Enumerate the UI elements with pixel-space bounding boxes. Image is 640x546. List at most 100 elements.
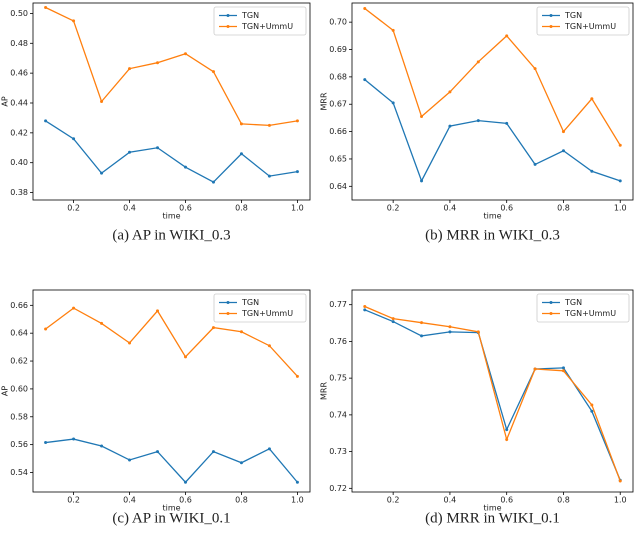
data-point [72, 19, 76, 23]
y-tick-label: 0.64 [10, 329, 28, 338]
y-axis-label: AP [1, 96, 10, 106]
legend-label: TGN+UmmU [241, 309, 293, 318]
y-tick-label: 0.50 [10, 9, 28, 18]
y-tick-label: 0.44 [10, 98, 28, 107]
data-point [183, 52, 187, 56]
data-point [561, 369, 565, 373]
data-point [156, 309, 160, 313]
legend-marker [549, 312, 553, 315]
legend-marker [226, 301, 230, 304]
legend-label: TGN+UmmU [564, 22, 616, 31]
data-point [295, 119, 299, 123]
data-point [590, 97, 594, 101]
y-tick-label: 0.46 [10, 69, 28, 78]
data-point [100, 171, 104, 175]
y-tick-label: 0.48 [10, 39, 28, 48]
data-point [128, 150, 132, 154]
x-tick-label: 0.4 [123, 496, 136, 505]
y-tick-label: 0.54 [10, 468, 28, 477]
x-tick-label: 0.8 [557, 496, 570, 505]
legend-marker [549, 301, 553, 304]
x-tick-label: 1.0 [614, 496, 627, 505]
x-tick-label: 0.6 [179, 204, 192, 213]
series-line [364, 7, 621, 146]
data-point [267, 174, 271, 178]
y-tick-label: 0.73 [329, 447, 347, 456]
data-point [267, 447, 271, 451]
data-point [561, 149, 565, 153]
data-point [211, 326, 215, 330]
data-point [295, 480, 299, 484]
data-point [239, 330, 243, 334]
y-tick-label: 0.69 [329, 45, 347, 54]
x-tick-label: 0.4 [444, 496, 457, 505]
data-point [420, 179, 424, 183]
legend-label: TGN+UmmU [241, 22, 293, 31]
series-line [45, 120, 298, 183]
data-point [295, 170, 299, 174]
x-tick-label: 0.8 [557, 204, 570, 213]
legend-box [213, 6, 307, 36]
data-point [128, 341, 132, 345]
data-point [476, 119, 480, 123]
data-point [391, 28, 395, 32]
data-point [448, 124, 452, 128]
y-tick-label: 0.74 [329, 410, 347, 419]
y-axis-label: MRR [320, 382, 329, 400]
caption: (d) MRR in WIKI_0.1 [425, 510, 560, 526]
legend-marker [549, 14, 553, 17]
series-line [364, 305, 621, 482]
data-point [618, 179, 622, 183]
y-tick-label: 0.64 [329, 182, 347, 191]
data-point [44, 5, 48, 9]
data-point [44, 327, 48, 331]
series-line [364, 309, 621, 481]
series-line [364, 79, 621, 183]
x-tick-label: 0.2 [67, 496, 80, 505]
data-point [100, 444, 104, 448]
data-point [391, 320, 395, 324]
data-point [183, 355, 187, 359]
data-point [420, 334, 424, 338]
x-tick-label: 0.6 [500, 204, 513, 213]
legend-label: TGN [241, 11, 259, 20]
y-tick-label: 0.40 [10, 158, 28, 167]
x-tick-label: 0.8 [235, 204, 248, 213]
y-tick-label: 0.66 [329, 127, 347, 136]
data-point [72, 137, 76, 141]
y-tick-label: 0.56 [10, 440, 28, 449]
x-tick-label: 0.4 [444, 204, 457, 213]
data-point [561, 366, 565, 370]
data-point [267, 344, 271, 348]
data-point [505, 437, 509, 441]
x-tick-label: 1.0 [291, 204, 304, 213]
data-point [239, 152, 243, 156]
x-axis-label: time [162, 504, 180, 513]
y-tick-label: 0.66 [10, 301, 28, 310]
x-tick-label: 0.4 [123, 204, 136, 213]
data-point [505, 34, 509, 38]
y-tick-label: 0.70 [329, 18, 347, 27]
y-tick-label: 0.58 [10, 412, 28, 421]
data-point [44, 119, 48, 123]
data-point [505, 121, 509, 125]
legend-label: TGN [241, 298, 259, 307]
chart-panel: 0.54 0.56 0.58 0.60 0.62 0.64 0.66 0.2 0.4 0.6 0.8… [1, 289, 311, 526]
data-point [448, 325, 452, 329]
data-point [533, 367, 537, 371]
data-point [72, 306, 76, 310]
data-point [391, 317, 395, 321]
data-point [448, 90, 452, 94]
x-tick-label: 1.0 [614, 204, 627, 213]
series-line [45, 6, 298, 127]
data-point [363, 6, 367, 10]
data-point [363, 305, 367, 309]
plot-frame [351, 289, 634, 493]
data-point [211, 180, 215, 184]
x-tick-label: 0.2 [387, 204, 400, 213]
legend-marker [549, 25, 553, 28]
caption: (a) AP in WIKI_0.3 [112, 227, 230, 243]
data-point [363, 308, 367, 312]
y-tick-label: 0.75 [329, 374, 347, 383]
